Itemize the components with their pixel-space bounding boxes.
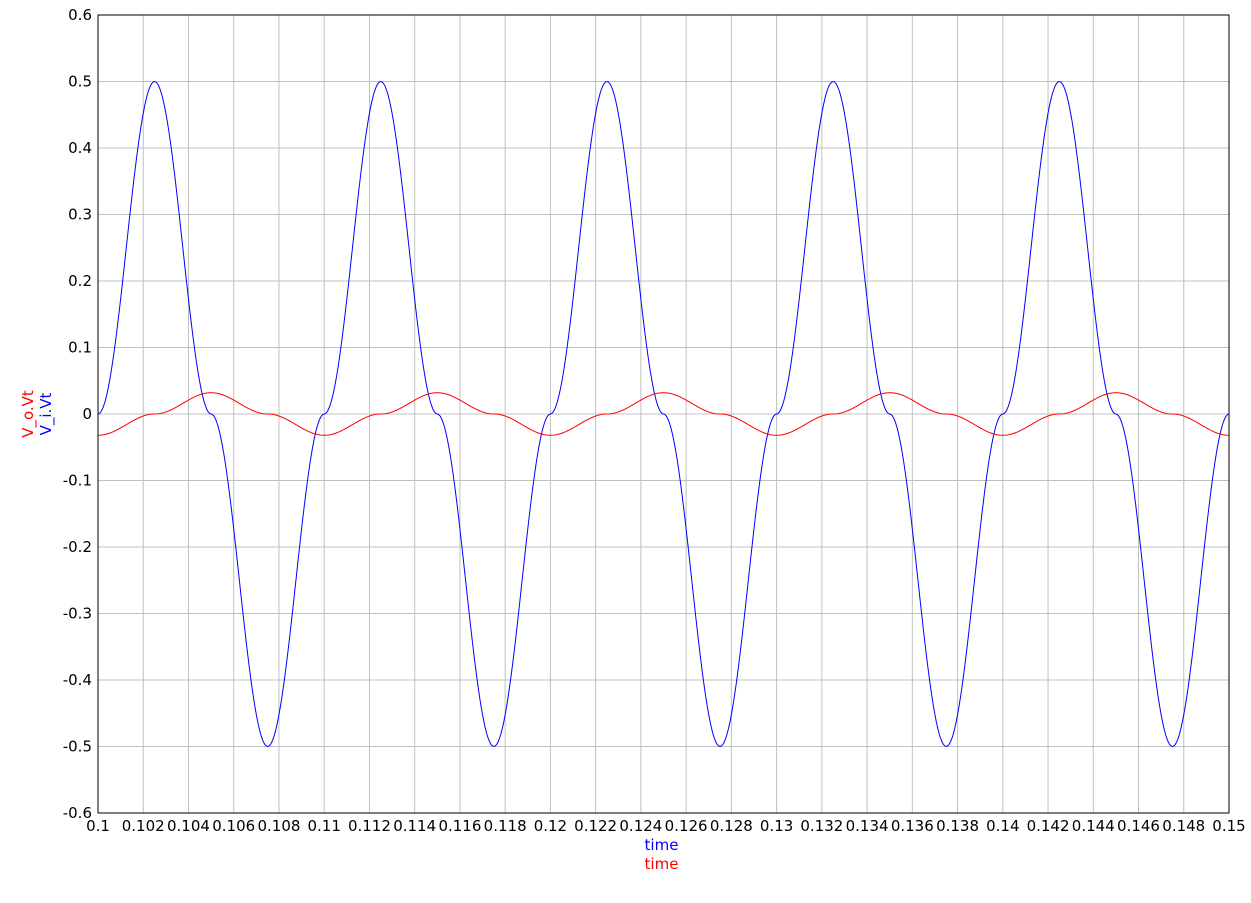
y-tick-label: 0.3 — [68, 206, 92, 224]
x-tick-label: 0.136 — [891, 817, 934, 835]
y-tick-label: -0.3 — [63, 605, 92, 623]
y-tick-label: 0.1 — [68, 339, 92, 357]
x-tick-label: 0.15 — [1212, 817, 1245, 835]
x-tick-label: 0.11 — [307, 817, 340, 835]
y-axis-label: V_o.Vt — [19, 390, 38, 438]
y-tick-label: 0 — [82, 405, 92, 423]
series-lines — [98, 82, 1229, 747]
x-tick-label: 0.132 — [800, 817, 843, 835]
y-tick-label: 0.4 — [68, 139, 92, 157]
x-tick-label: 0.104 — [167, 817, 210, 835]
x-axis-label: time — [645, 855, 679, 873]
y-axis-label: V_i.Vt — [37, 392, 56, 435]
x-tick-label: 0.128 — [710, 817, 753, 835]
x-tick-label: 0.13 — [760, 817, 793, 835]
x-tick-label: 0.126 — [665, 817, 708, 835]
y-axis-title: V_o.Vt V_i.Vt — [19, 390, 56, 438]
x-tick-label: 0.12 — [534, 817, 567, 835]
y-tick-label: -0.2 — [63, 538, 92, 556]
x-tick-label: 0.14 — [986, 817, 1019, 835]
x-tick-label: 0.106 — [212, 817, 255, 835]
x-tick-label: 0.116 — [438, 817, 481, 835]
x-tick-label: 0.108 — [257, 817, 300, 835]
x-tick-label: 0.112 — [348, 817, 391, 835]
y-tick-label: 0.2 — [68, 272, 92, 290]
x-axis-label: time — [645, 836, 679, 854]
y-tick-label: -0.5 — [63, 738, 92, 756]
x-tick-label: 0.124 — [619, 817, 662, 835]
y-tick-label: -0.1 — [63, 472, 92, 490]
y-tick-label: 0.5 — [68, 73, 92, 91]
x-tick-label: 0.118 — [484, 817, 527, 835]
y-tick-label: 0.6 — [68, 6, 92, 24]
x-tick-label: 0.122 — [574, 817, 617, 835]
x-tick-label: 0.114 — [393, 817, 436, 835]
y-axis-ticks: -0.6 -0.5 -0.4 -0.3 -0.2 -0.1 0 0.1 0.2 0.3 0.4 0.5… — [63, 6, 92, 822]
x-axis-ticks: 0.1 0.102 0.104 0.106 0.108 0.11 0.112 0.114 0.1… — [86, 817, 1246, 835]
x-tick-label: 0.142 — [1027, 817, 1070, 835]
x-tick-label: 0.146 — [1117, 817, 1160, 835]
y-tick-label: -0.6 — [63, 804, 92, 822]
x-tick-label: 0.144 — [1072, 817, 1115, 835]
y-tick-label: -0.4 — [63, 671, 92, 689]
x-tick-label: 0.134 — [846, 817, 889, 835]
x-tick-label: 0.102 — [122, 817, 165, 835]
x-tick-label: 0.138 — [936, 817, 979, 835]
x-tick-label: 0.148 — [1162, 817, 1205, 835]
